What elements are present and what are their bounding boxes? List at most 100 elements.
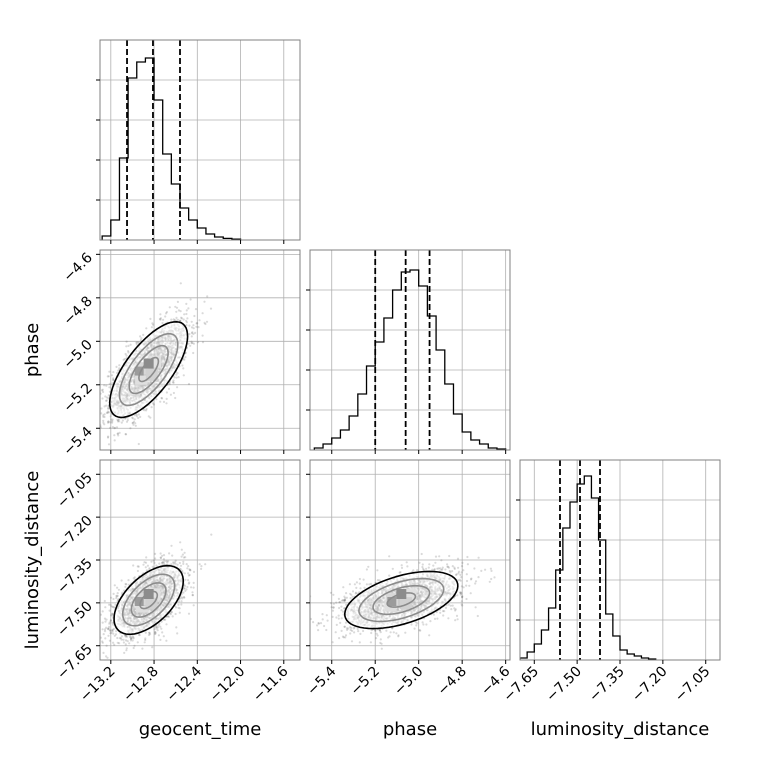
- point: [192, 581, 195, 585]
- point: [198, 563, 201, 566]
- point: [175, 626, 178, 629]
- point: [108, 622, 111, 625]
- point: [147, 415, 150, 418]
- point: [105, 399, 108, 402]
- point: [108, 629, 111, 632]
- point: [103, 617, 107, 620]
- point: [115, 597, 118, 600]
- point: [115, 426, 119, 429]
- point: [137, 416, 140, 420]
- point: [186, 567, 189, 570]
- point: [141, 647, 144, 650]
- point: [115, 594, 118, 597]
- point: [191, 591, 194, 594]
- point: [123, 357, 126, 361]
- point: [112, 378, 115, 381]
- point: [127, 351, 130, 354]
- point: [156, 626, 159, 629]
- point: [107, 375, 110, 378]
- point: [159, 400, 162, 403]
- point: [108, 603, 111, 606]
- point: [189, 344, 192, 347]
- point: [116, 420, 120, 423]
- point: [181, 364, 184, 367]
- point: [131, 422, 134, 425]
- point: [107, 634, 110, 637]
- point: [100, 407, 103, 410]
- point: [131, 421, 134, 424]
- point: [459, 593, 462, 596]
- point: [354, 591, 358, 594]
- point: [110, 614, 113, 617]
- point: [187, 382, 191, 386]
- point: [192, 586, 195, 589]
- point: [177, 309, 180, 312]
- point: [112, 597, 115, 601]
- point: [159, 556, 162, 559]
- point: [127, 350, 130, 353]
- point: [168, 383, 171, 386]
- point: [136, 641, 139, 644]
- hist-luminosity-distance-steps: [520, 475, 657, 660]
- point: [192, 342, 195, 345]
- point: [105, 396, 109, 399]
- point: [136, 341, 139, 344]
- point: [155, 627, 158, 630]
- point: [111, 420, 114, 423]
- point: [145, 569, 148, 572]
- point: [108, 386, 111, 389]
- point: [129, 639, 132, 642]
- point: [117, 418, 121, 421]
- point: [447, 603, 450, 606]
- point: [114, 633, 118, 636]
- point: [102, 633, 105, 636]
- point: [173, 561, 176, 564]
- point: [107, 627, 110, 630]
- point: [191, 593, 194, 597]
- point: [153, 628, 156, 631]
- point: [128, 635, 131, 639]
- point: [102, 419, 105, 422]
- point: [317, 629, 320, 632]
- point: [113, 584, 116, 587]
- point: [454, 619, 457, 622]
- point: [132, 577, 135, 580]
- point: [118, 367, 121, 370]
- point: [113, 439, 116, 442]
- point: [192, 570, 196, 574]
- point: [101, 641, 104, 644]
- point: [190, 326, 194, 329]
- point: [192, 351, 195, 355]
- point: [154, 631, 157, 634]
- point: [111, 621, 114, 624]
- point: [163, 560, 166, 563]
- point: [144, 638, 147, 642]
- point: [150, 406, 153, 409]
- point: [116, 418, 119, 421]
- point: [432, 564, 435, 567]
- point: [105, 644, 108, 647]
- point: [131, 635, 134, 638]
- point: [186, 317, 189, 320]
- point: [170, 611, 173, 614]
- point: [112, 379, 115, 382]
- point: [185, 312, 188, 316]
- point: [103, 415, 106, 419]
- point: [169, 612, 172, 615]
- point: [126, 635, 129, 638]
- point: [422, 567, 425, 570]
- point: [151, 646, 154, 649]
- point: [189, 568, 192, 572]
- point: [124, 433, 128, 436]
- point: [154, 552, 157, 556]
- point: [144, 631, 147, 634]
- point: [159, 318, 162, 321]
- point: [103, 628, 107, 631]
- point: [137, 442, 140, 446]
- point: [188, 568, 191, 571]
- point: [187, 342, 190, 345]
- point: [159, 313, 162, 316]
- point: [102, 421, 105, 424]
- point: [187, 565, 190, 568]
- point: [152, 323, 155, 326]
